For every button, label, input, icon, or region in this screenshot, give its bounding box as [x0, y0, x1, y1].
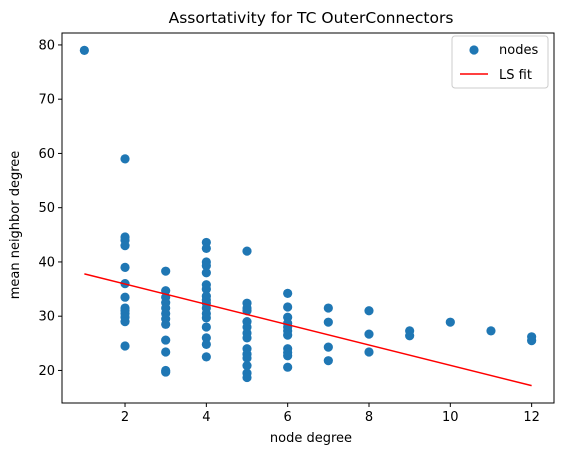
- data-point: [120, 317, 130, 327]
- x-axis-title: node degree: [270, 431, 352, 446]
- data-point: [527, 336, 537, 346]
- data-point: [201, 352, 211, 362]
- data-point: [201, 284, 211, 294]
- y-tick-label: 70: [38, 93, 55, 108]
- data-point: [79, 45, 89, 55]
- plot-area: [79, 45, 537, 387]
- x-axis: 2 4 6 8 10 12: [121, 403, 540, 425]
- legend-label-nodes: nodes: [499, 43, 538, 58]
- data-point: [201, 261, 211, 271]
- x-tick-label: 6: [284, 410, 292, 425]
- data-point: [161, 347, 171, 357]
- data-point: [201, 339, 211, 350]
- data-point: [201, 268, 211, 278]
- data-point: [242, 246, 252, 256]
- data-point: [201, 313, 211, 323]
- legend-label-fit: LS fit: [499, 68, 532, 83]
- data-point: [364, 347, 374, 357]
- legend: nodes LS fit: [451, 35, 549, 89]
- y-tick-label: 20: [38, 364, 55, 379]
- data-point: [283, 330, 293, 340]
- data-point: [120, 292, 130, 302]
- ls-fit-line: [84, 273, 532, 387]
- data-point: [283, 362, 293, 372]
- legend-marker-nodes: [469, 45, 479, 55]
- data-point: [364, 306, 374, 316]
- y-tick-label: 40: [38, 255, 55, 270]
- data-point: [323, 303, 333, 313]
- data-point: [283, 288, 293, 299]
- data-point: [161, 266, 171, 276]
- y-tick-label: 60: [38, 147, 55, 162]
- data-point: [120, 262, 130, 272]
- data-point: [120, 241, 130, 251]
- data-point: [445, 317, 455, 327]
- data-point: [283, 351, 293, 361]
- data-point: [201, 333, 211, 343]
- data-point: [323, 356, 333, 366]
- y-axis: 20 30 40 50 60 70 80: [38, 38, 62, 379]
- y-tick-label: 30: [38, 310, 55, 325]
- data-point: [201, 243, 211, 253]
- data-point: [405, 331, 415, 341]
- data-point: [161, 319, 171, 329]
- y-axis-title: mean neighbor degree: [8, 151, 23, 300]
- data-point: [364, 329, 374, 339]
- x-tick-label: 4: [202, 410, 210, 425]
- y-tick-label: 80: [38, 38, 55, 53]
- y-tick-label: 50: [38, 201, 55, 216]
- data-point: [283, 302, 293, 312]
- data-point: [323, 342, 333, 352]
- data-point: [161, 335, 171, 345]
- data-point: [242, 353, 252, 363]
- data-point: [120, 154, 130, 164]
- plot-frame: [61, 32, 555, 404]
- x-tick-label: 12: [523, 410, 540, 425]
- chart-title: Assortativity for TC OuterConnectors: [169, 9, 454, 27]
- data-point: [242, 306, 252, 316]
- data-point: [120, 341, 130, 351]
- data-point: [323, 317, 333, 327]
- data-point: [242, 372, 252, 383]
- x-tick-label: 10: [442, 410, 459, 425]
- data-point: [242, 333, 252, 343]
- data-point: [242, 360, 252, 371]
- x-tick-label: 2: [121, 410, 129, 425]
- data-point: [201, 322, 211, 332]
- x-tick-label: 8: [365, 410, 373, 425]
- data-point: [161, 367, 171, 377]
- data-point: [486, 326, 496, 336]
